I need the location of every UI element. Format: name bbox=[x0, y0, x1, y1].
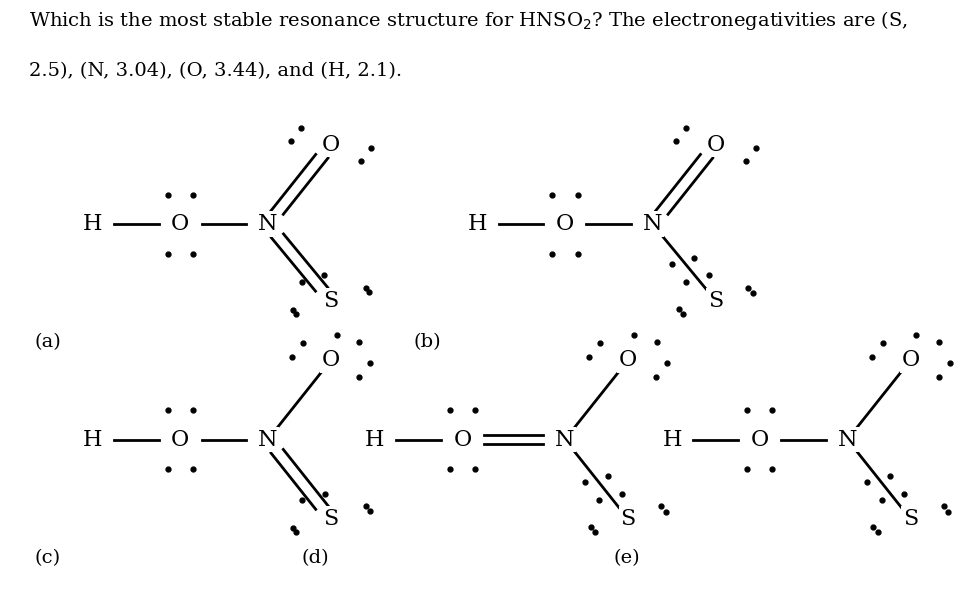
Text: (c): (c) bbox=[34, 549, 60, 567]
Text: H: H bbox=[83, 428, 102, 451]
Text: O: O bbox=[556, 213, 574, 235]
Text: O: O bbox=[171, 428, 189, 451]
Text: O: O bbox=[322, 349, 340, 371]
Text: O: O bbox=[454, 428, 471, 451]
Text: O: O bbox=[171, 213, 189, 235]
Text: (b): (b) bbox=[414, 333, 441, 352]
Text: N: N bbox=[258, 428, 278, 451]
Text: H: H bbox=[468, 213, 487, 235]
Text: N: N bbox=[643, 213, 662, 235]
Text: S: S bbox=[708, 290, 724, 312]
Text: N: N bbox=[258, 213, 278, 235]
Text: O: O bbox=[751, 428, 768, 451]
Text: (e): (e) bbox=[614, 549, 640, 567]
Text: (a): (a) bbox=[34, 333, 60, 352]
Text: S: S bbox=[323, 290, 339, 312]
Text: Which is the most stable resonance structure for HNSO$_2$? The electronegativiti: Which is the most stable resonance struc… bbox=[29, 9, 909, 32]
Text: O: O bbox=[322, 133, 340, 156]
Text: H: H bbox=[83, 213, 102, 235]
Text: O: O bbox=[707, 133, 725, 156]
Text: S: S bbox=[903, 508, 918, 530]
Text: S: S bbox=[620, 508, 636, 530]
Text: N: N bbox=[838, 428, 857, 451]
Text: 2.5), (N, 3.04), (O, 3.44), and (H, 2.1).: 2.5), (N, 3.04), (O, 3.44), and (H, 2.1)… bbox=[29, 62, 402, 80]
Text: H: H bbox=[365, 428, 385, 451]
Text: S: S bbox=[323, 508, 339, 530]
Text: (d): (d) bbox=[302, 549, 329, 567]
Text: H: H bbox=[662, 428, 682, 451]
Text: O: O bbox=[902, 349, 919, 371]
Text: N: N bbox=[555, 428, 575, 451]
Text: O: O bbox=[619, 349, 637, 371]
